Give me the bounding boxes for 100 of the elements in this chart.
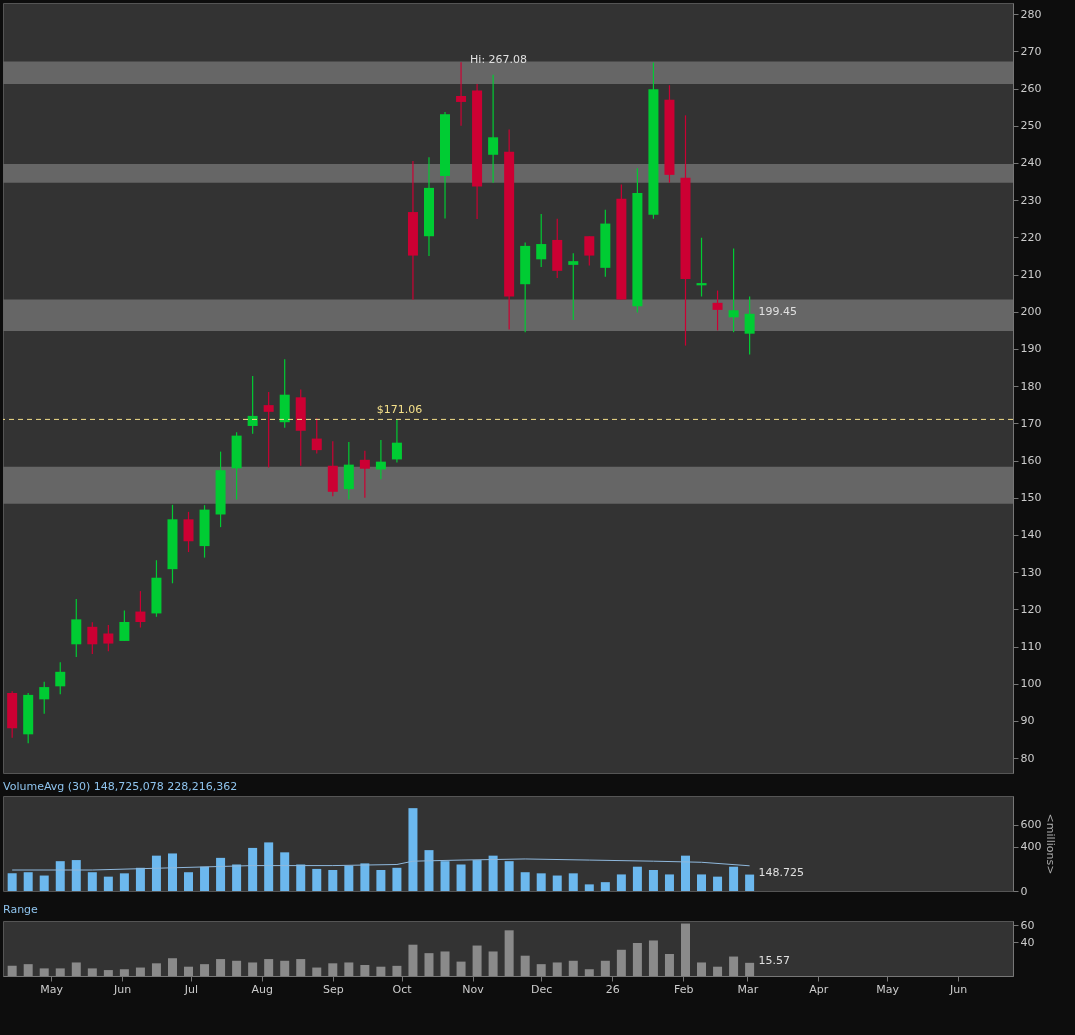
candlestick xyxy=(696,237,707,298)
candlestick xyxy=(103,624,114,652)
candlestick xyxy=(87,621,98,655)
bar xyxy=(248,962,258,976)
bar xyxy=(408,808,418,891)
x-tick-label: Apr xyxy=(809,982,829,996)
y-tick-label: 240 xyxy=(1020,156,1042,170)
x-tick-label: Nov xyxy=(462,982,485,996)
bar xyxy=(312,868,322,891)
x-tick-label: 26 xyxy=(605,982,620,996)
bar xyxy=(296,864,306,891)
x-tick-label: Feb xyxy=(673,982,694,996)
bar xyxy=(200,964,210,976)
bar xyxy=(248,847,258,891)
chart-title: Range xyxy=(3,903,39,917)
bar xyxy=(135,967,145,976)
bar xyxy=(216,857,226,891)
bar xyxy=(520,955,530,976)
bar xyxy=(616,949,626,976)
bar xyxy=(440,861,450,891)
candlestick xyxy=(391,418,402,463)
bar xyxy=(184,872,194,891)
bar xyxy=(23,872,33,891)
bar xyxy=(632,943,642,976)
y-tick-label: 0 xyxy=(1020,884,1028,898)
bar xyxy=(184,966,194,976)
bar xyxy=(680,923,690,976)
candlestick xyxy=(247,375,258,435)
bar xyxy=(119,969,129,976)
bar xyxy=(87,968,97,976)
x-tick-label: Oct xyxy=(392,982,413,996)
y-tick-label: 40 xyxy=(1020,935,1035,949)
bar xyxy=(216,959,226,976)
bar xyxy=(360,965,370,976)
bar xyxy=(456,961,466,976)
candlestick xyxy=(584,235,595,267)
candlestick xyxy=(55,661,66,695)
x-tick-label: Dec xyxy=(531,982,553,996)
y-tick-label: 220 xyxy=(1020,230,1042,244)
bar xyxy=(648,870,658,891)
bar xyxy=(55,861,65,891)
bar xyxy=(232,960,242,976)
candlestick xyxy=(568,252,579,321)
bar xyxy=(504,930,514,976)
candlestick xyxy=(375,439,386,480)
bar xyxy=(664,954,674,976)
bar xyxy=(584,884,594,891)
candlestick xyxy=(183,511,194,553)
bar xyxy=(600,882,610,891)
x-tick-label: Jun xyxy=(948,982,968,996)
bar xyxy=(392,965,402,976)
bar xyxy=(729,956,739,976)
candlestick xyxy=(712,289,723,331)
y-tick-label: 150 xyxy=(1020,491,1042,505)
bar xyxy=(344,962,354,976)
candlestick xyxy=(488,74,499,184)
bar xyxy=(39,968,49,976)
y-tick-label: 120 xyxy=(1020,602,1042,616)
bar xyxy=(360,863,370,891)
ref-line-label: $171.06 xyxy=(376,403,423,417)
x-tick-label: Jul xyxy=(183,982,198,996)
bar xyxy=(167,853,177,891)
bar xyxy=(296,959,306,976)
bar xyxy=(424,953,434,976)
bar xyxy=(456,864,466,891)
bar xyxy=(280,852,290,891)
candlestick xyxy=(728,247,739,333)
x-tick-label: May xyxy=(876,982,900,996)
bar xyxy=(504,861,514,891)
bar xyxy=(616,874,626,891)
annotation: 148.725 xyxy=(758,865,805,879)
bar xyxy=(167,958,177,976)
bar xyxy=(440,951,450,976)
bar xyxy=(745,874,755,891)
y-tick-label: 140 xyxy=(1020,528,1042,542)
bar xyxy=(648,940,658,976)
candlestick xyxy=(456,61,467,127)
bar xyxy=(264,842,274,891)
bar xyxy=(376,966,386,976)
annotation: 15.57 xyxy=(758,953,791,967)
x-tick-label: May xyxy=(40,982,64,996)
annotation: 199.45 xyxy=(758,304,798,318)
y-tick-label: 100 xyxy=(1020,677,1042,691)
bar xyxy=(552,962,562,976)
x-tick-label: Aug xyxy=(251,982,274,996)
y-tick-label: 60 xyxy=(1020,918,1035,932)
bar xyxy=(87,872,97,891)
chart-title: VolumeAvg (30) 148,725,078 228,216,362 xyxy=(3,780,238,793)
bar xyxy=(200,866,210,891)
x-tick-label: Mar xyxy=(737,982,759,996)
annotation: Hi: 267.08 xyxy=(470,53,528,67)
bar xyxy=(344,865,354,891)
bar xyxy=(39,875,49,891)
candlestick xyxy=(311,417,322,455)
y-tick-label: 600 xyxy=(1020,818,1042,832)
bar xyxy=(472,860,482,891)
y-tick-label: 260 xyxy=(1020,82,1042,96)
bar xyxy=(71,962,81,976)
y-tick-label: 170 xyxy=(1020,416,1042,430)
bar xyxy=(697,962,707,976)
